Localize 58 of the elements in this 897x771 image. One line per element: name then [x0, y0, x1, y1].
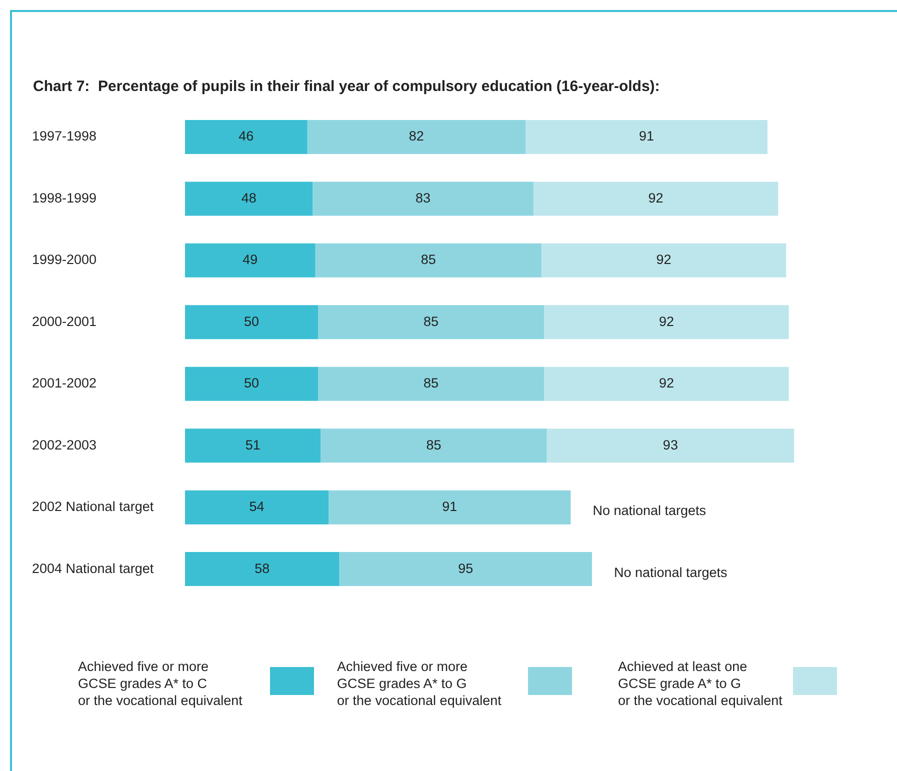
legend-label: Achieved five or more GCSE grades A* to G or the vocational equivalent	[337, 658, 502, 709]
data-label: 83	[416, 190, 431, 206]
data-label: 85	[426, 437, 442, 452]
annotation: No national targets	[614, 564, 728, 580]
data-label: 92	[656, 252, 672, 268]
bar	[185, 243, 316, 278]
legend-label: Achieved five or more GCSE grades A* to C or the vocational equivalent	[78, 658, 242, 709]
bar	[185, 428, 321, 463]
y-tick-label: 2001-2002	[32, 376, 97, 391]
chart-title: Chart 7: Percentage of pupils in their final year of compulsory education (16-year-olds):	[33, 78, 660, 95]
y-tick-label: 2002 National target	[32, 499, 154, 514]
bar	[312, 182, 534, 216]
y-tick-label: 1999-2000	[32, 252, 97, 268]
data-label: 49	[242, 252, 258, 268]
bar	[315, 243, 542, 278]
bar	[185, 182, 313, 216]
y-tick-label: 2002-2003	[32, 437, 97, 452]
bar	[546, 428, 794, 463]
data-label: 92	[658, 314, 674, 329]
data-label: 51	[245, 437, 260, 452]
data-label: 54	[249, 499, 265, 514]
bar	[185, 305, 318, 340]
bar	[318, 366, 544, 401]
data-label: 91	[638, 128, 654, 144]
bar	[328, 490, 571, 524]
data-label: 58	[254, 560, 270, 576]
y-tick-label: 1997-1998	[32, 128, 97, 144]
bar	[307, 120, 526, 154]
y-tick-label: 2004 National target	[32, 560, 154, 576]
bar	[525, 120, 768, 154]
bar	[185, 120, 308, 154]
data-label: 93	[662, 437, 678, 452]
bar	[185, 490, 329, 524]
bar	[339, 552, 592, 586]
legend-label: Achieved at least one GCSE grade A* to G or the vocational equivalent	[618, 658, 782, 709]
bar	[533, 182, 778, 216]
data-label: 48	[241, 190, 256, 206]
data-label: 92	[658, 376, 674, 391]
bar	[544, 305, 789, 340]
data-label: 50	[244, 314, 260, 329]
data-label: 85	[424, 376, 439, 391]
data-label: 82	[408, 128, 424, 144]
bar	[320, 428, 547, 463]
bar	[185, 366, 318, 401]
data-label: 50	[244, 376, 260, 391]
bar	[541, 243, 786, 278]
bar	[318, 305, 544, 340]
bar	[185, 552, 340, 586]
data-label: 92	[648, 190, 664, 206]
data-label: 46	[238, 128, 254, 144]
y-tick-label: 1998-1999	[32, 190, 97, 206]
data-label: 85	[420, 252, 436, 268]
y-tick-label: 2000-2001	[32, 314, 97, 329]
data-label: 95	[458, 560, 474, 576]
data-label: 85	[424, 314, 439, 329]
data-label: 91	[442, 499, 458, 514]
bar	[544, 366, 789, 401]
annotation: No national targets	[592, 503, 706, 518]
